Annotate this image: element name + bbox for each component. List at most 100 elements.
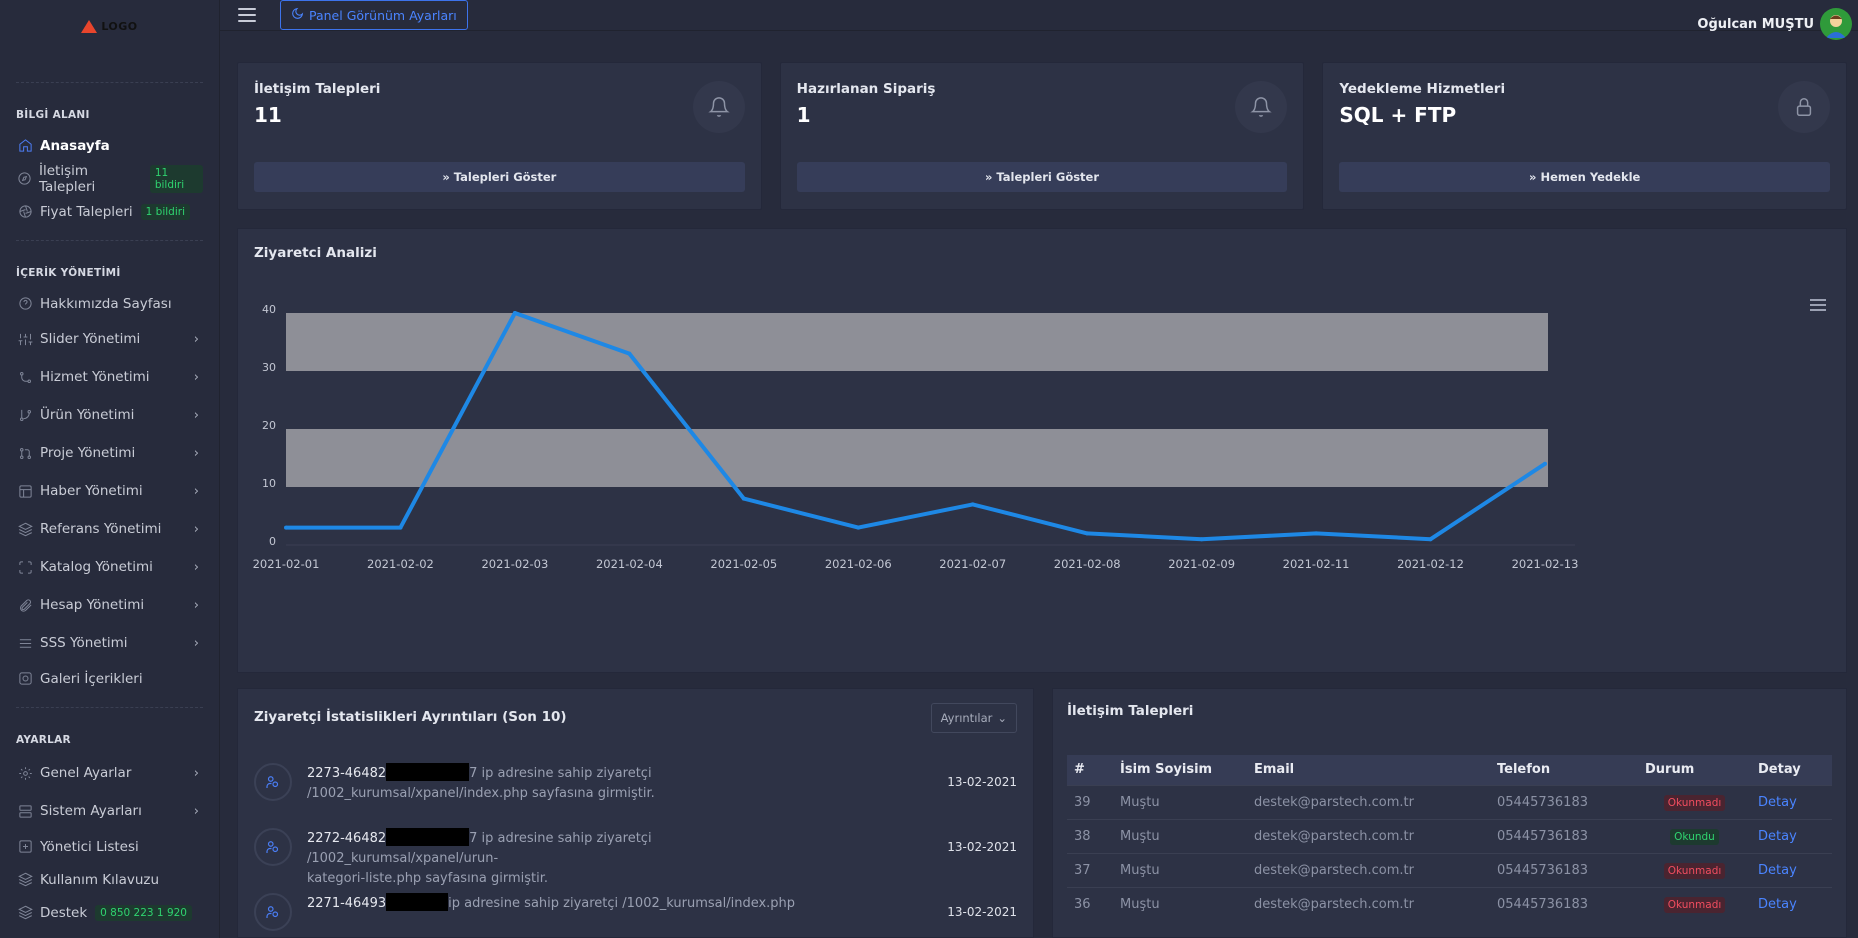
chevron-right-icon: ›	[193, 407, 199, 423]
show-requests-button[interactable]: » Talepleri Göster	[254, 162, 745, 192]
logo[interactable]: LOGO	[0, 0, 219, 52]
sidebar-item-referans[interactable]: Referans Yönetimi ›	[0, 510, 219, 548]
card-title: Hazırlanan Sipariş	[796, 81, 936, 97]
card-value: SQL + FTP	[1339, 103, 1457, 127]
backup-now-button[interactable]: » Hemen Yedekle	[1339, 162, 1831, 192]
visitor-chart-card: Ziyaretci Analizi 0 10 20 30 40 2021-02-01 202…	[237, 228, 1847, 673]
sidebar-item-label: Yönetici Listesi	[40, 838, 139, 855]
paperclip-icon	[17, 597, 33, 613]
sidebar-item-hesap[interactable]: Hesap Yönetimi ›	[0, 586, 219, 624]
row-status-cell: Okunmadı	[1638, 852, 1751, 887]
sidebar-item-haber[interactable]: Haber Yönetimi ›	[0, 472, 219, 510]
button-label: Talepleri Göster	[453, 170, 557, 184]
sidebar-item-hakkimizda[interactable]: Hakkımızda Sayfası	[0, 287, 219, 320]
menu-toggle-icon[interactable]	[238, 8, 256, 22]
disc-icon	[17, 671, 33, 687]
sidebar-item-iletisim-talepleri[interactable]: İletişim Talepleri 11 bildiri	[0, 162, 219, 195]
data-point	[512, 311, 517, 315]
users-icon	[254, 893, 292, 931]
detail-link[interactable]: Detay	[1758, 794, 1797, 810]
card-title: Yedekleme Hizmetleri	[1339, 81, 1506, 97]
bottom-panels: Ziyaretçi İstatislikleri Ayrıntıları (So…	[237, 688, 1847, 938]
sidebar-item-genel-ayarlar[interactable]: Genel Ayarlar ›	[0, 754, 219, 792]
sidebar-item-label: Destek	[40, 904, 88, 921]
redacted-ip	[386, 828, 470, 846]
sidebar-item-proje[interactable]: Proje Yönetimi ›	[0, 434, 219, 472]
data-point	[1543, 461, 1547, 466]
activity-text: 2272-46482 7 ip adresine sahip ziyaretçi …	[307, 828, 837, 889]
server-icon	[17, 803, 33, 819]
redacted-ip	[386, 893, 449, 911]
sidebar-item-yonetici-listesi[interactable]: Yönetici Listesi	[0, 830, 219, 863]
row-number: 38	[1067, 818, 1113, 853]
divider	[16, 82, 203, 83]
y-tick-label: 0	[269, 535, 276, 548]
row-detail-cell: Detay	[1751, 784, 1832, 819]
status-badge: Okunmadı	[1663, 896, 1726, 913]
section-title-content: İÇERİK YÖNETİMİ	[16, 267, 121, 279]
row-status-cell: Okunmadı	[1638, 886, 1751, 921]
sidebar-item-urun[interactable]: Ürün Yönetimi ›	[0, 396, 219, 434]
stat-card-contact: İletişim Talepleri 11 » Talepleri Göster	[237, 62, 762, 210]
help-circle-icon	[17, 296, 33, 312]
chart-band	[286, 313, 1548, 371]
sidebar-item-slider[interactable]: Slider Yönetimi ›	[0, 320, 219, 358]
y-tick-label: 30	[262, 361, 276, 374]
y-tick-label: 10	[262, 477, 276, 490]
chevron-right-icon: ›	[193, 331, 199, 347]
x-tick-label: 2021-02-07	[939, 557, 1006, 571]
x-tick-label: 2021-02-06	[825, 557, 892, 571]
user-name: Oğulcan MUŞTU	[1697, 16, 1814, 32]
aperture-icon	[17, 204, 33, 220]
topbar: Panel Görünüm Ayarları Oğulcan MUŞTU	[220, 0, 1858, 40]
user-menu[interactable]: Oğulcan MUŞTU	[1697, 8, 1852, 40]
git-pull-icon	[17, 445, 33, 461]
dashboard-content: İletişim Talepleri 11 » Talepleri Göster…	[220, 31, 1858, 938]
layers-icon	[17, 872, 33, 888]
sidebar-item-kullanim-kilavuzu[interactable]: Kullanım Kılavuzu	[0, 863, 219, 896]
detail-link[interactable]: Detay	[1758, 862, 1797, 878]
show-orders-button[interactable]: » Talepleri Göster	[796, 162, 1288, 192]
activity-text-a: ip adresine sahip ziyaretçi /1002_kurums…	[448, 896, 796, 911]
sidebar-item-label: Proje Yönetimi	[40, 445, 136, 461]
row-number: 36	[1067, 886, 1113, 921]
table-header-row: # İsim Soyisim Email Telefon Durum Detay	[1067, 755, 1832, 785]
activity-date: 13-02-2021	[947, 775, 1017, 789]
visitor-line-chart: 0 10 20 30 40 2021-02-01 2021-02-02 2021-02-03 2…	[253, 303, 1579, 571]
table-row: 39 Muştu destek@parstech.com.tr 05445736…	[1067, 784, 1832, 819]
sidebar-item-fiyat-talepleri[interactable]: Fiyat Talepleri 1 bildiri	[0, 195, 219, 228]
column-header: Email	[1254, 762, 1295, 778]
sidebar-item-sistem-ayarlari[interactable]: Sistem Ayarları ›	[0, 792, 219, 830]
main-area: Panel Görünüm Ayarları Oğulcan MUŞTU İle…	[220, 0, 1858, 938]
status-badge: Okundu	[1670, 828, 1719, 845]
sidebar-item-sss[interactable]: SSS Yönetimi ›	[0, 624, 219, 662]
git-icon	[17, 369, 33, 385]
sidebar-item-destek[interactable]: Destek 0 850 223 1 920	[0, 896, 219, 929]
data-point	[741, 496, 746, 501]
sidebar-item-label: Galeri İçerikleri	[40, 670, 143, 687]
x-tick-label: 2021-02-03	[481, 557, 548, 571]
detail-link[interactable]: Detay	[1758, 828, 1797, 844]
settings-icon	[17, 765, 33, 781]
layers-icon	[17, 521, 33, 537]
chevron-right-icon: ›	[193, 803, 199, 819]
double-chevron-icon: »	[984, 170, 993, 184]
x-tick-label: 2021-02-04	[596, 557, 663, 571]
panel-view-settings-button[interactable]: Panel Görünüm Ayarları	[280, 0, 468, 30]
button-label: Talepleri Göster	[996, 170, 1100, 184]
activity-date: 13-02-2021	[947, 840, 1017, 854]
chart-band	[286, 429, 1548, 487]
visitor-id: 2272-46482	[307, 831, 387, 846]
x-tick-label: 2021-02-02	[367, 557, 434, 571]
sidebar-item-hizmet[interactable]: Hizmet Yönetimi ›	[0, 358, 219, 396]
sidebar-item-galeri[interactable]: Galeri İçerikleri	[0, 662, 219, 695]
divider	[16, 240, 203, 241]
sidebar-item-katalog[interactable]: Katalog Yönetimi ›	[0, 548, 219, 586]
detail-link[interactable]: Detay	[1758, 896, 1797, 912]
row-email: destek@parstech.com.tr	[1247, 886, 1490, 921]
sidebar-item-anasayfa[interactable]: Anasayfa	[0, 129, 219, 162]
logo-mark-icon	[81, 19, 98, 33]
chart-menu-icon[interactable]	[1810, 299, 1826, 311]
details-dropdown[interactable]: Ayrıntılar ⌄	[930, 703, 1017, 733]
button-label: Hemen Yedekle	[1540, 170, 1641, 184]
